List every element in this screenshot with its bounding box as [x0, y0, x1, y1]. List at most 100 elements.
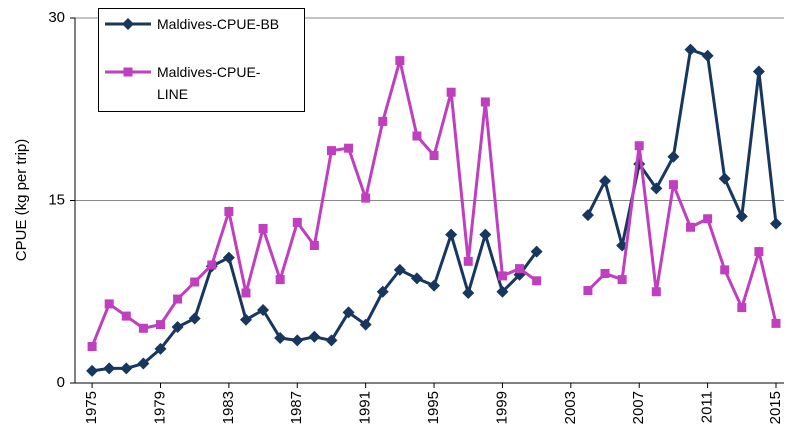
- legend-item: Maldives-CPUE-LINE: [103, 61, 289, 105]
- data-point: [581, 209, 594, 222]
- data-point: [718, 172, 731, 185]
- data-point: [428, 279, 441, 292]
- data-point: [171, 321, 184, 334]
- data-point: [720, 265, 730, 275]
- data-point: [463, 256, 473, 266]
- data-point: [395, 56, 405, 66]
- data-point: [735, 210, 748, 223]
- data-point: [771, 318, 781, 328]
- data-point: [309, 241, 319, 251]
- data-point: [188, 312, 201, 325]
- data-point: [173, 294, 183, 304]
- data-point: [412, 131, 422, 141]
- data-point: [361, 193, 371, 203]
- data-point: [445, 228, 458, 241]
- data-point: [207, 260, 217, 270]
- data-point: [650, 182, 663, 195]
- data-point: [137, 357, 150, 370]
- x-tick-label: 1987: [288, 391, 305, 424]
- data-point: [190, 277, 200, 287]
- data-point: [222, 251, 235, 264]
- legend-item: Maldives-CPUE-BB: [103, 13, 289, 35]
- data-point: [480, 97, 490, 107]
- data-point: [515, 264, 525, 274]
- data-point: [600, 269, 610, 278]
- data-point: [326, 146, 336, 156]
- data-point: [239, 313, 252, 326]
- data-point: [752, 65, 765, 78]
- legend-symbol: [105, 67, 151, 77]
- y-tick-label: 30: [48, 9, 65, 26]
- y-tick-label: 0: [57, 374, 65, 391]
- x-tick-label: 2015: [767, 391, 784, 424]
- x-tick-label: 2003: [562, 391, 579, 424]
- data-point: [634, 141, 644, 151]
- data-point: [599, 175, 612, 188]
- data-point: [462, 286, 475, 299]
- x-tick-label: 2011: [699, 391, 716, 423]
- data-point: [344, 143, 354, 153]
- data-point: [86, 364, 99, 377]
- legend-label: Maldives-CPUE-LINE: [157, 64, 261, 102]
- y-tick-label: 15: [48, 191, 65, 208]
- legend-marker: [123, 67, 133, 77]
- legend: Maldives-CPUE-BB Maldives-CPUE-LINE: [98, 8, 305, 112]
- data-point: [121, 311, 131, 321]
- data-point: [274, 331, 287, 344]
- data-point: [291, 334, 304, 347]
- x-tick-label: 1975: [83, 391, 100, 424]
- data-point: [497, 271, 507, 281]
- data-point: [241, 288, 251, 298]
- y-axis-title: CPUE (kg per trip): [13, 139, 30, 262]
- legend-symbol: [105, 18, 151, 30]
- data-point: [120, 362, 133, 375]
- data-point: [651, 287, 661, 297]
- data-point: [532, 276, 542, 286]
- data-point: [737, 303, 747, 313]
- data-point: [155, 320, 165, 330]
- data-point: [376, 285, 389, 298]
- data-point: [257, 304, 270, 316]
- x-tick-label: 1983: [220, 391, 237, 424]
- data-point: [292, 217, 302, 227]
- data-point: [496, 285, 509, 298]
- data-point: [154, 342, 167, 355]
- data-point: [258, 223, 268, 233]
- data-point: [103, 362, 116, 375]
- data-point: [703, 214, 713, 224]
- data-point: [393, 263, 406, 276]
- data-point: [275, 275, 285, 285]
- x-tick-label: 1979: [151, 391, 168, 424]
- data-point: [446, 87, 456, 97]
- data-point: [429, 150, 439, 160]
- x-tick-label: 1995: [425, 391, 442, 424]
- data-point: [325, 334, 338, 347]
- data-point: [359, 318, 372, 331]
- x-tick-label: 1991: [357, 391, 374, 424]
- x-tick-label: 1999: [493, 391, 510, 424]
- data-point: [104, 299, 114, 309]
- data-point: [87, 342, 97, 351]
- data-point: [224, 206, 234, 216]
- legend-label: Maldives-CPUE-BB: [157, 16, 280, 32]
- data-point: [479, 228, 492, 241]
- x-tick-label: 2007: [630, 391, 647, 424]
- data-point: [308, 330, 321, 343]
- data-point: [686, 222, 696, 232]
- data-point: [530, 245, 543, 258]
- data-point: [754, 247, 764, 257]
- data-point: [684, 43, 697, 56]
- data-point: [583, 286, 593, 296]
- data-point: [138, 323, 148, 333]
- data-point: [667, 150, 680, 163]
- data-point: [701, 49, 714, 62]
- data-point: [617, 275, 627, 285]
- data-point: [410, 272, 423, 285]
- legend-marker: [122, 18, 134, 30]
- data-point: [668, 180, 678, 190]
- data-point: [770, 217, 782, 230]
- data-point: [342, 306, 355, 319]
- data-point: [378, 116, 388, 126]
